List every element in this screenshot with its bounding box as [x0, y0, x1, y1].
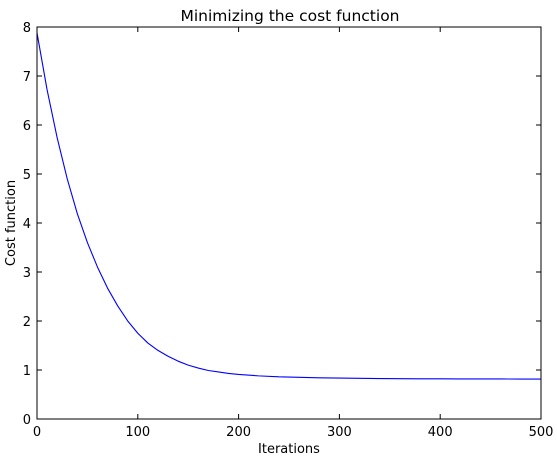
x-axis-ticks: 0 100 200 300 400 500: [33, 27, 554, 440]
x-axis-label: Iterations: [258, 442, 320, 457]
y-tick-label: 2: [23, 315, 31, 330]
chart-title: Minimizing the cost function: [180, 7, 399, 25]
y-tick-label: 5: [23, 168, 31, 183]
y-tick-label: 1: [23, 364, 31, 379]
plot-frame: [36, 26, 542, 420]
x-tick-label: 0: [33, 425, 41, 440]
x-tick-label: 400: [428, 425, 453, 440]
x-tick-label: 200: [226, 425, 251, 440]
plot-area: [37, 27, 541, 419]
y-axis-ticks: 0 1 2 3 4 5 6 7 8: [23, 21, 541, 428]
y-tick-label: 0: [23, 413, 31, 428]
y-tick-label: 6: [23, 119, 31, 134]
series-line-0: [36, 32, 542, 380]
x-tick-label: 500: [529, 425, 554, 440]
y-tick-label: 8: [23, 21, 31, 36]
y-tick-label: 7: [23, 70, 31, 85]
y-axis-label: Cost function: [4, 180, 19, 266]
x-tick-label: 100: [125, 425, 150, 440]
x-tick-label: 300: [327, 425, 352, 440]
y-tick-label: 3: [23, 266, 31, 281]
y-tick-label: 4: [23, 217, 31, 232]
series-layer: [36, 32, 542, 380]
